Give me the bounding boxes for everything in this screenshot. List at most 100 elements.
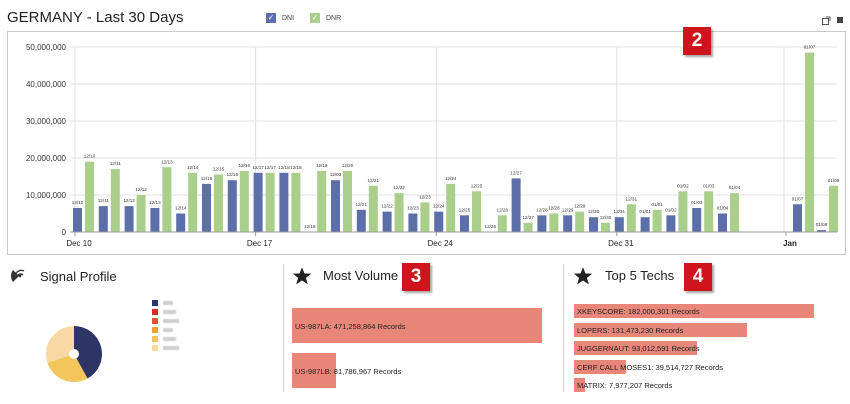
bar-dni[interactable] <box>614 217 624 232</box>
legend-item-dnr[interactable]: ✓ DNR <box>310 13 341 23</box>
bar-dni[interactable] <box>460 215 469 232</box>
bar-dnr[interactable] <box>601 222 610 232</box>
bar-dnr[interactable] <box>678 191 688 232</box>
bar-dnr[interactable] <box>420 202 430 232</box>
bar-dni[interactable] <box>692 207 702 232</box>
most-volume-bar-label: US-987LA: 471,258,864 Records <box>295 322 406 331</box>
bar-data-label: 12/31 <box>626 196 638 201</box>
bar-dnr[interactable] <box>239 170 249 232</box>
bar-dni[interactable] <box>640 217 650 232</box>
bar-data-label: 01/03 <box>703 183 715 188</box>
signal-legend-item[interactable] <box>152 327 173 333</box>
bar-dni[interactable] <box>817 230 826 232</box>
bar-dnr[interactable] <box>162 167 172 232</box>
bar-dnr[interactable] <box>85 161 94 232</box>
checkbox-icon[interactable] <box>152 327 158 333</box>
signal-legend-item[interactable] <box>152 345 179 351</box>
callout-badge: 3 <box>402 263 430 291</box>
y-tick-label: 20,000,000 <box>26 154 67 163</box>
bar-dnr[interactable] <box>805 52 814 232</box>
bar-dnr[interactable] <box>575 211 585 232</box>
bar-dni[interactable] <box>202 183 211 232</box>
bar-data-label: 12/18 <box>290 165 302 170</box>
bar-dnr[interactable] <box>626 204 636 232</box>
checkbox-icon[interactable] <box>152 300 158 306</box>
bar-dnr[interactable] <box>110 169 120 232</box>
most-volume-bar[interactable] <box>292 353 336 388</box>
bar-dnr[interactable] <box>214 174 223 232</box>
signal-legend-item[interactable] <box>152 318 179 324</box>
bar-dni[interactable] <box>253 172 263 232</box>
bar-dni[interactable] <box>511 178 521 232</box>
redacted-label <box>163 346 179 350</box>
bar-dni[interactable] <box>176 213 186 233</box>
bar-data-label: 12/12 <box>123 198 135 203</box>
checkbox-icon[interactable] <box>152 345 158 351</box>
pie-slice[interactable] <box>45 326 74 363</box>
bar-dni[interactable] <box>666 215 676 232</box>
bar-dnr[interactable] <box>549 213 559 233</box>
bar-data-label: 12/18 <box>278 165 290 170</box>
bar-dni[interactable] <box>563 215 573 232</box>
signal-legend-item[interactable] <box>152 300 173 306</box>
pie-slice[interactable] <box>74 326 102 379</box>
signal-legend-item[interactable] <box>152 309 176 315</box>
stop-icon[interactable] <box>836 16 844 26</box>
bar-dnr[interactable] <box>472 191 481 232</box>
star-icon <box>292 266 312 291</box>
bar-dni[interactable] <box>434 211 444 232</box>
bar-dni[interactable] <box>793 204 802 232</box>
checkbox-icon[interactable]: ✓ <box>310 13 320 23</box>
bar-dnr[interactable] <box>829 185 838 232</box>
bar-dni[interactable] <box>382 211 392 232</box>
checkbox-icon[interactable] <box>152 336 158 342</box>
bar-dni[interactable] <box>124 206 134 232</box>
bar-dnr[interactable] <box>291 172 301 232</box>
legend-item-dni[interactable]: ✓ DNI <box>266 13 294 23</box>
bar-dni[interactable] <box>537 215 547 232</box>
bar-dnr[interactable] <box>730 193 739 232</box>
signal-legend-item[interactable] <box>152 336 176 342</box>
bar-dnr[interactable] <box>188 172 198 232</box>
tech-bar[interactable] <box>574 341 697 355</box>
bar-data-label: 12/11 <box>98 198 110 203</box>
bar-dni[interactable] <box>73 207 82 232</box>
bar-data-label: 12/13 <box>149 200 161 205</box>
tech-bar[interactable] <box>574 304 814 318</box>
bar-dnr[interactable] <box>394 193 404 232</box>
most-volume-bar[interactable] <box>292 308 542 343</box>
bar-dni[interactable] <box>279 172 289 232</box>
y-tick-label: 40,000,000 <box>26 80 67 89</box>
bar-dni[interactable] <box>356 209 366 232</box>
bar-dnr[interactable] <box>446 183 456 232</box>
checkbox-icon[interactable] <box>152 309 158 315</box>
bar-dnr[interactable] <box>368 185 378 232</box>
y-tick-label: 30,000,000 <box>26 117 67 126</box>
bar-data-label: 12/14 <box>175 206 187 211</box>
tech-bar[interactable] <box>574 322 747 337</box>
bar-dni[interactable] <box>718 213 727 233</box>
signal-pie-chart <box>45 326 102 382</box>
bar-dni[interactable] <box>150 207 160 232</box>
bar-dnr[interactable] <box>497 215 507 232</box>
bar-dni[interactable] <box>227 180 237 232</box>
bar-dnr[interactable] <box>265 172 275 232</box>
tech-bar[interactable] <box>574 378 585 392</box>
checkbox-icon[interactable]: ✓ <box>266 13 276 23</box>
bar-dnr[interactable] <box>704 191 714 232</box>
bar-dni[interactable] <box>98 206 108 232</box>
bar-dnr[interactable] <box>652 209 662 232</box>
bar-data-label: 12/20 <box>342 163 354 168</box>
bar-dnr[interactable] <box>317 170 327 232</box>
pie-slice[interactable] <box>47 354 88 382</box>
bar-dnr[interactable] <box>343 170 352 232</box>
bar-dnr[interactable] <box>136 195 146 232</box>
bar-data-label: 12/10 <box>72 200 84 205</box>
tech-bar[interactable] <box>574 359 626 374</box>
bar-dni[interactable] <box>408 213 418 233</box>
bar-dnr[interactable] <box>523 222 533 232</box>
bar-dni[interactable] <box>589 217 598 232</box>
export-icon[interactable] <box>822 16 831 27</box>
checkbox-icon[interactable] <box>152 318 158 324</box>
bar-dni[interactable] <box>331 180 340 232</box>
